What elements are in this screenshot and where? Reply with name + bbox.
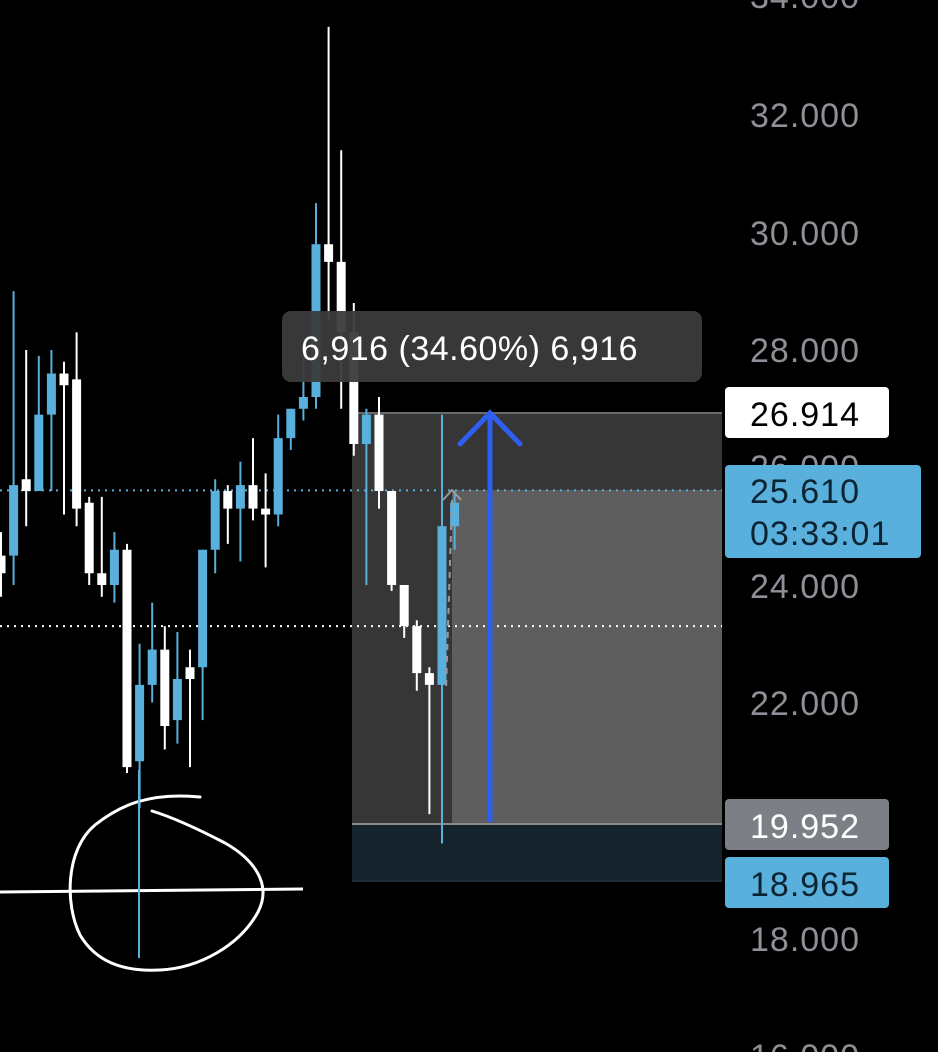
candle-body bbox=[223, 491, 233, 509]
projection-chevron bbox=[442, 488, 462, 501]
candle-body bbox=[135, 684, 145, 762]
measure-arrow-head-icon bbox=[457, 409, 523, 447]
candle-body bbox=[122, 549, 132, 768]
hand-drawn-circle bbox=[68, 794, 265, 972]
y-tick: 16.000 bbox=[750, 1038, 860, 1052]
candle-body bbox=[0, 555, 6, 574]
candle-body bbox=[97, 573, 107, 585]
y-tick: 30.000 bbox=[750, 215, 860, 253]
y-tick: 22.000 bbox=[750, 685, 860, 723]
candle-body bbox=[185, 667, 195, 679]
price-badge-current-text: 25.610 bbox=[750, 473, 860, 511]
hand-drawn-horizontal-line bbox=[0, 887, 304, 894]
candle-body bbox=[361, 414, 371, 444]
price-badge-current[interactable]: 25.610 03:33:01 bbox=[725, 465, 921, 558]
candle-body bbox=[412, 626, 422, 674]
candle-body bbox=[9, 485, 19, 556]
candle-body bbox=[424, 673, 434, 685]
y-tick: 34.000 bbox=[750, 0, 860, 16]
candle-body bbox=[273, 438, 283, 515]
price-badge-stop[interactable]: 18.965 bbox=[725, 857, 889, 908]
price-badge-entry[interactable]: 19.952 bbox=[725, 799, 889, 850]
candle-body bbox=[34, 414, 44, 491]
projection-dash bbox=[445, 499, 453, 691]
candle-body bbox=[160, 649, 170, 726]
y-tick: 24.000 bbox=[750, 568, 860, 606]
y-tick: 32.000 bbox=[750, 97, 860, 135]
candle-body bbox=[324, 244, 334, 262]
price-badge-stop-text: 18.965 bbox=[750, 866, 860, 904]
candle-body bbox=[450, 502, 460, 527]
measure-tooltip bbox=[282, 311, 702, 382]
candle-body bbox=[172, 679, 182, 721]
candle-body bbox=[286, 408, 296, 439]
candle-body bbox=[210, 491, 220, 550]
candle-body bbox=[374, 414, 384, 491]
candle-body bbox=[235, 485, 245, 509]
y-tick: 28.000 bbox=[750, 332, 860, 370]
price-badge-entry-text: 19.952 bbox=[750, 808, 860, 846]
candle-body bbox=[399, 585, 409, 627]
candle-body bbox=[109, 549, 119, 585]
price-badge-countdown-text: 03:33:01 bbox=[750, 515, 890, 553]
candle-body bbox=[46, 373, 56, 415]
candle-body bbox=[84, 502, 94, 574]
candle-body bbox=[349, 332, 359, 444]
candle-body bbox=[198, 549, 208, 668]
candle-body bbox=[437, 526, 447, 685]
measure-zone-top-right bbox=[452, 413, 722, 490]
stop-zone bbox=[352, 824, 722, 882]
measure-zone-right bbox=[452, 490, 722, 824]
candle-body bbox=[298, 397, 308, 409]
y-tick: 18.000 bbox=[750, 921, 860, 959]
measure-tooltip-text: 6,916 (34.60%) 6,916 bbox=[301, 330, 638, 368]
candle-body bbox=[21, 479, 31, 491]
price-badge-target-text: 26.914 bbox=[750, 396, 860, 434]
candle-body bbox=[387, 491, 397, 585]
price-badge-target[interactable]: 26.914 bbox=[725, 387, 889, 438]
candle-body bbox=[261, 508, 271, 515]
candle-body bbox=[336, 261, 346, 333]
candle-body bbox=[72, 379, 82, 509]
candle-body bbox=[59, 373, 69, 386]
candle-body bbox=[147, 649, 157, 685]
candle-body bbox=[248, 485, 258, 509]
y-axis: 34.000 32.000 30.000 28.000 26.000 24.00… bbox=[750, 0, 860, 1052]
